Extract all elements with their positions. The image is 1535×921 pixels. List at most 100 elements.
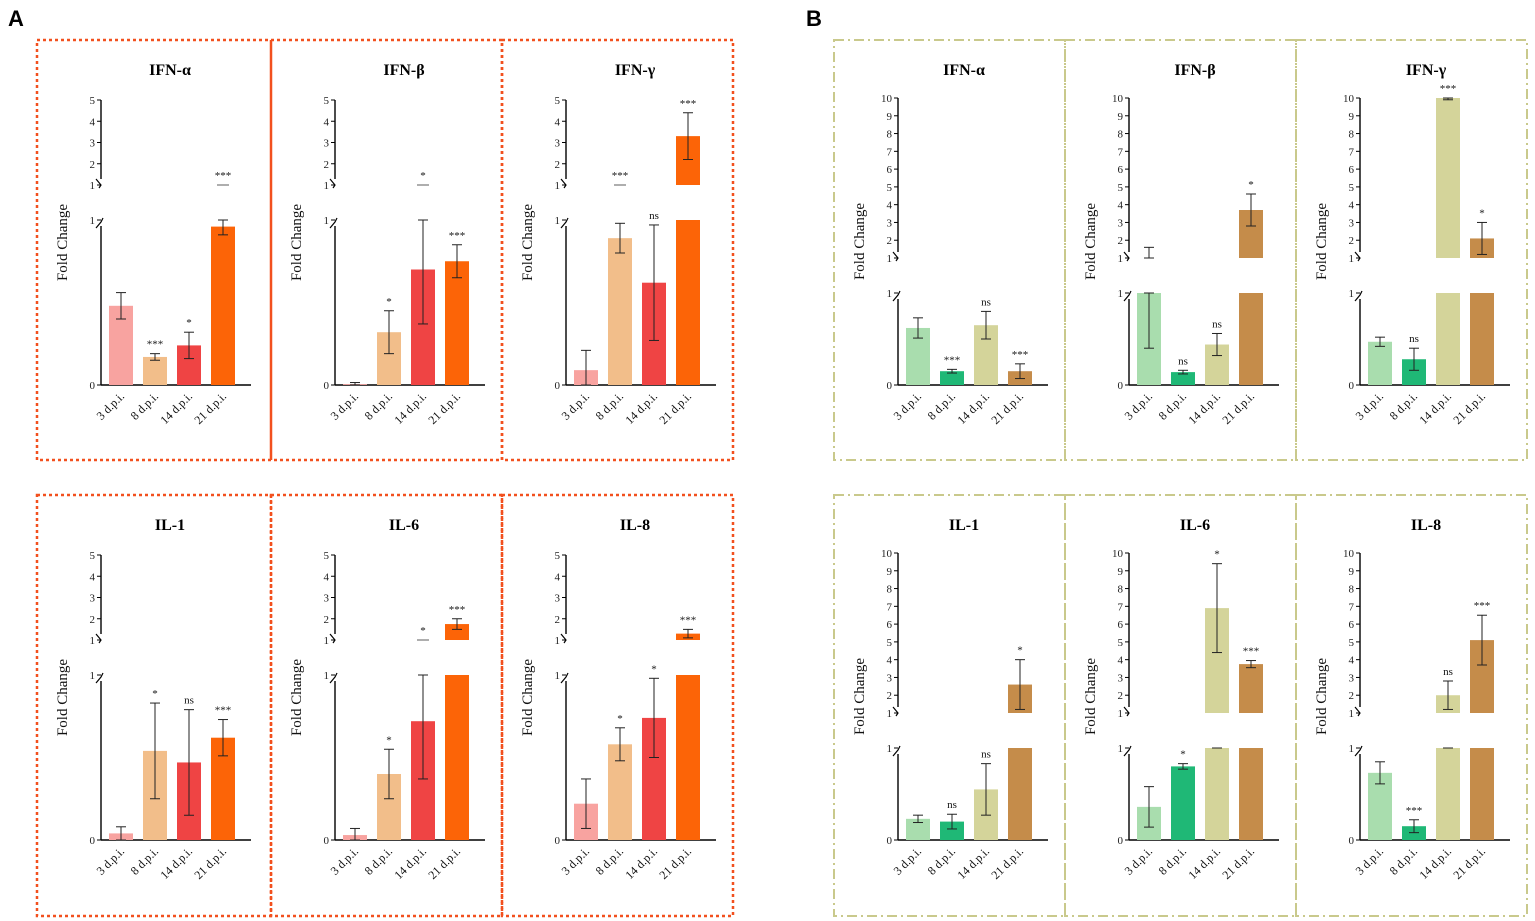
upper-tick-label: 8 — [887, 584, 893, 596]
upper-tick-label: 4 — [1118, 200, 1124, 212]
upper-tick-label: 9 — [1349, 566, 1355, 578]
chart-il1-a-1: IL-1 Fold Change 1 2 3 4 5 0 1 3 d.p.i. * 8 d.p.i. n… — [55, 517, 251, 882]
significance-label: * — [1479, 207, 1485, 219]
x-tick-label: 8 d.p.i. — [128, 844, 161, 877]
bar-4 — [211, 226, 235, 385]
x-tick-label: 8 d.p.i. — [362, 389, 395, 422]
subpanel-border-a-1-2 — [500, 493, 735, 918]
upper-tick-label: 2 — [555, 159, 561, 171]
subpanel-border-b-0-0 — [833, 39, 1066, 461]
lower-tick-label: 0 — [555, 380, 561, 392]
upper-tick-label: 2 — [887, 690, 893, 702]
x-tick-label: 14 d.p.i. — [622, 389, 660, 427]
upper-tick-label: 1 — [1349, 253, 1355, 265]
upper-tick-label: 10 — [1343, 548, 1355, 560]
upper-tick-label: 5 — [1118, 182, 1124, 194]
significance-label: ns — [1212, 318, 1222, 330]
lower-tick-label: 1 — [1349, 743, 1355, 755]
bar-upper-3 — [1436, 98, 1460, 258]
significance-label: ns — [1443, 666, 1453, 678]
chart-ifn-b-0: IFN-α Fold Change 1 2 3 4 5 6 7 8 9 10 0 1 3 d.p.i. ***… — [852, 62, 1048, 427]
upper-tick-label: 5 — [324, 95, 330, 107]
y-axis-label: Fold Change — [1083, 203, 1099, 280]
panel-label-b: B — [806, 6, 822, 31]
x-tick-label: 3 d.p.i. — [891, 844, 924, 877]
chart-title: IL-1 — [949, 517, 979, 534]
bar-4 — [1239, 748, 1263, 840]
lower-tick-label: 0 — [324, 835, 330, 847]
x-tick-label: 21 d.p.i. — [425, 389, 463, 427]
significance-label: * — [186, 317, 192, 329]
significance-label: * — [1248, 179, 1254, 191]
axis-break-lower — [1354, 290, 1363, 302]
x-tick-label: 14 d.p.i. — [391, 844, 429, 882]
upper-tick-label: 4 — [324, 571, 330, 583]
axis-break-lower — [1123, 290, 1132, 302]
significance-label: *** — [1474, 600, 1491, 612]
x-tick-label: 14 d.p.i. — [1416, 844, 1454, 882]
x-tick-label: 3 d.p.i. — [1122, 389, 1155, 422]
upper-tick-label: 2 — [324, 159, 330, 171]
y-axis-label: Fold Change — [520, 659, 536, 736]
upper-tick-label: 6 — [1118, 619, 1124, 631]
bar-1 — [1368, 341, 1392, 385]
subpanel-border-b-1-2 — [1295, 494, 1528, 917]
y-axis-label: Fold Change — [520, 204, 536, 281]
upper-tick-label: 1 — [1349, 708, 1355, 720]
lower-tick-label: 1 — [555, 670, 561, 682]
chart-ifn-a-0: IFN-α Fold Change 1 2 3 4 5 0 1 3 d.p.i. *** 8 d.p.… — [55, 62, 251, 427]
significance-label: *** — [680, 98, 697, 110]
upper-tick-label: 6 — [1349, 619, 1355, 631]
significance-label: *** — [1243, 646, 1260, 658]
upper-tick-label: 10 — [1112, 548, 1124, 560]
upper-tick-label: 7 — [1118, 146, 1124, 158]
upper-tick-label: 5 — [1349, 637, 1355, 649]
axis-break-lower — [95, 672, 104, 684]
x-tick-label: 8 d.p.i. — [1156, 844, 1189, 877]
axis-break-lower — [892, 290, 901, 302]
lower-tick-label: 0 — [1118, 380, 1124, 392]
lower-tick-label: 0 — [1349, 835, 1355, 847]
upper-tick-label: 4 — [555, 116, 561, 128]
axis-break-upper — [95, 633, 102, 644]
chart-title: IL-6 — [1180, 517, 1210, 534]
bar-2 — [608, 238, 632, 385]
chart-title: IL-8 — [620, 517, 650, 534]
chart-title: IFN-α — [149, 62, 191, 79]
x-tick-label: 21 d.p.i. — [191, 844, 229, 882]
chart-title: IFN-β — [383, 62, 424, 79]
bar-upper-4 — [445, 624, 469, 640]
x-tick-label: 3 d.p.i. — [328, 844, 361, 877]
upper-tick-label: 2 — [887, 235, 893, 247]
bar-1 — [906, 818, 930, 840]
upper-tick-label: 7 — [887, 601, 893, 613]
upper-tick-label: 2 — [555, 614, 561, 626]
upper-tick-label: 5 — [90, 550, 96, 562]
upper-tick-label: 1 — [887, 708, 893, 720]
significance-label: * — [386, 296, 392, 308]
upper-tick-label: 5 — [1349, 182, 1355, 194]
bar-2 — [1171, 766, 1195, 840]
significance-label: ns — [649, 210, 659, 222]
x-tick-label: 8 d.p.i. — [128, 389, 161, 422]
lower-tick-label: 1 — [555, 215, 561, 227]
x-tick-label: 21 d.p.i. — [1450, 389, 1488, 427]
upper-tick-label: 3 — [90, 593, 96, 605]
x-tick-label: 3 d.p.i. — [328, 389, 361, 422]
bar-2 — [1171, 372, 1195, 385]
upper-tick-label: 9 — [887, 566, 893, 578]
upper-tick-label: 4 — [887, 200, 893, 212]
x-tick-label: 21 d.p.i. — [988, 844, 1026, 882]
lower-tick-label: 0 — [887, 835, 893, 847]
x-tick-label: 3 d.p.i. — [94, 844, 127, 877]
significance-label: *** — [215, 705, 232, 717]
subpanel-border-b-1-0 — [833, 494, 1066, 917]
significance-label: ns — [184, 695, 194, 707]
upper-tick-label: 1 — [887, 253, 893, 265]
x-tick-label: 3 d.p.i. — [1353, 844, 1386, 877]
upper-tick-label: 3 — [324, 138, 330, 150]
axis-break-lower — [892, 745, 901, 757]
upper-tick-label: 7 — [1349, 146, 1355, 158]
upper-tick-label: 4 — [555, 571, 561, 583]
